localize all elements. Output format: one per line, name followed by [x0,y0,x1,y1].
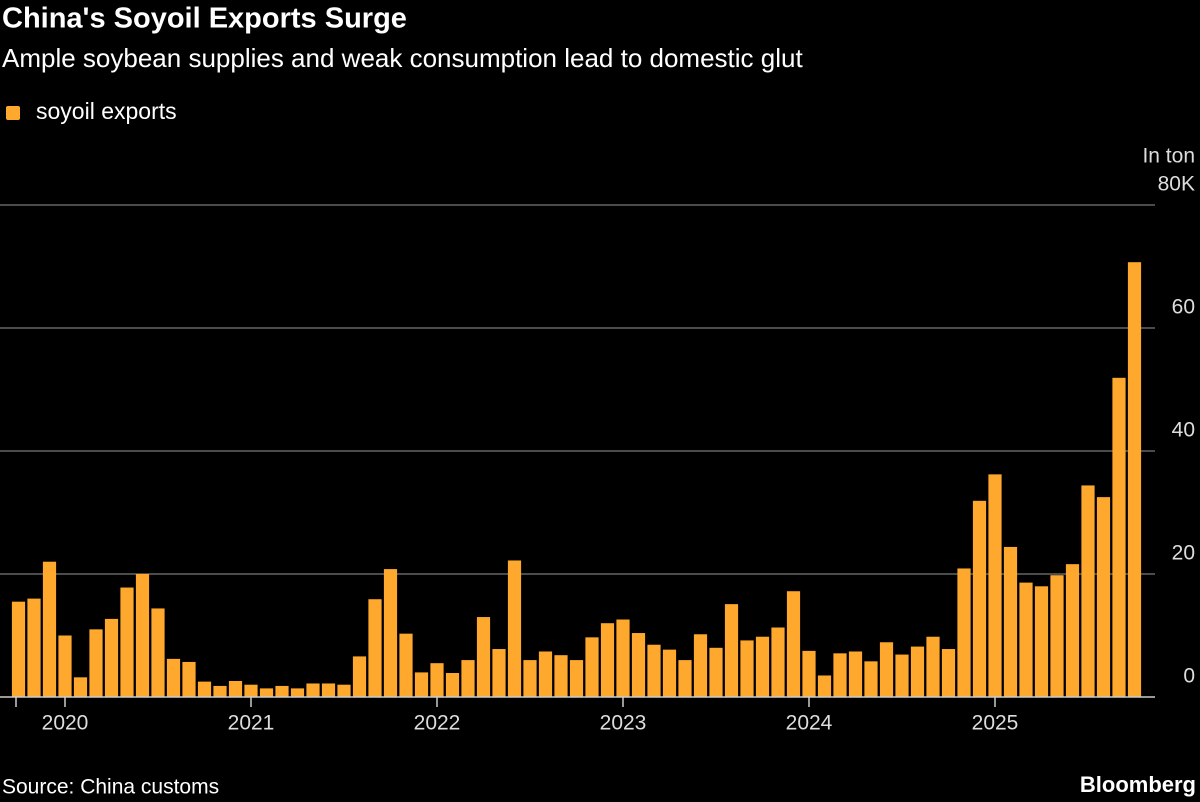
bar [461,660,475,697]
bar [1127,262,1142,697]
y-tick-label: 0 [1183,665,1195,688]
bar [941,649,956,697]
bar [275,685,289,697]
x-tick-label: 2022 [414,712,461,735]
bar [213,685,227,697]
bar [523,660,537,697]
x-tick-label: 2020 [42,712,89,735]
bar [104,618,119,697]
bar [197,681,212,697]
legend-label: soyoil exports [36,98,177,124]
x-tick-label: 2025 [972,712,1019,735]
bar [569,660,584,697]
bar [89,629,103,697]
bar [290,688,305,697]
bar [259,688,274,697]
bar [879,642,894,697]
y-tick-label: 40 [1172,419,1195,442]
y-tick-label: 80K [1158,173,1195,196]
bar [988,474,1002,697]
bar [151,608,165,697]
bar [631,633,646,697]
bar [352,656,367,697]
brand: Bloomberg [1080,772,1196,797]
bar [182,661,196,697]
bar [414,672,429,697]
bar [926,636,940,697]
bar [399,633,413,697]
x-tick-label: 2023 [600,712,647,735]
bar [864,661,878,697]
bar [1034,586,1049,697]
bar [833,653,847,697]
y-tick-label: 60 [1172,296,1195,319]
chart-title: China's Soyoil Exports Surge [2,3,407,35]
bar [337,684,351,697]
bar [554,655,568,697]
bar [957,568,971,697]
bar [1112,377,1126,697]
bar [802,650,816,697]
bar [585,637,599,697]
bar [368,599,382,697]
bar [1065,564,1080,697]
bar [321,683,336,697]
bar [724,604,739,697]
bar [678,660,692,697]
bar [1050,575,1064,697]
bar [771,627,785,697]
bar [740,640,754,697]
bar [895,654,909,697]
bar [1019,582,1033,697]
bar [647,644,661,697]
bar [73,677,88,697]
bar [848,651,863,697]
bar [445,673,460,697]
bar [507,560,522,697]
bar [42,561,57,697]
y-unit: In ton [1142,145,1195,168]
bar [27,598,41,697]
bar [693,634,708,697]
x-tick-label: 2021 [228,712,275,735]
bar [58,635,72,697]
bar [135,574,150,697]
y-tick-label: 20 [1172,542,1195,565]
bar [972,500,987,697]
bar [492,649,506,697]
bar [228,681,243,697]
bar [1081,485,1095,697]
bar [616,619,630,697]
bar [476,617,491,697]
bar [1003,546,1018,697]
bar [383,569,398,697]
bar [430,663,444,697]
bar [1096,497,1111,697]
bar [910,646,925,697]
bar [662,649,677,697]
bar [786,591,801,697]
bar [306,683,320,697]
bar [120,587,134,697]
bar [755,636,770,697]
chart-subtitle: Ample soybean supplies and weak consumpt… [2,43,803,73]
source: Source: China customs [2,776,219,799]
bar [709,647,723,697]
bar [600,623,615,697]
x-tick-label: 2024 [786,712,833,735]
bar [538,651,553,697]
bar [166,658,181,697]
bar [817,675,832,697]
legend-swatch [6,106,20,120]
bar [244,684,258,697]
bar [11,601,26,697]
